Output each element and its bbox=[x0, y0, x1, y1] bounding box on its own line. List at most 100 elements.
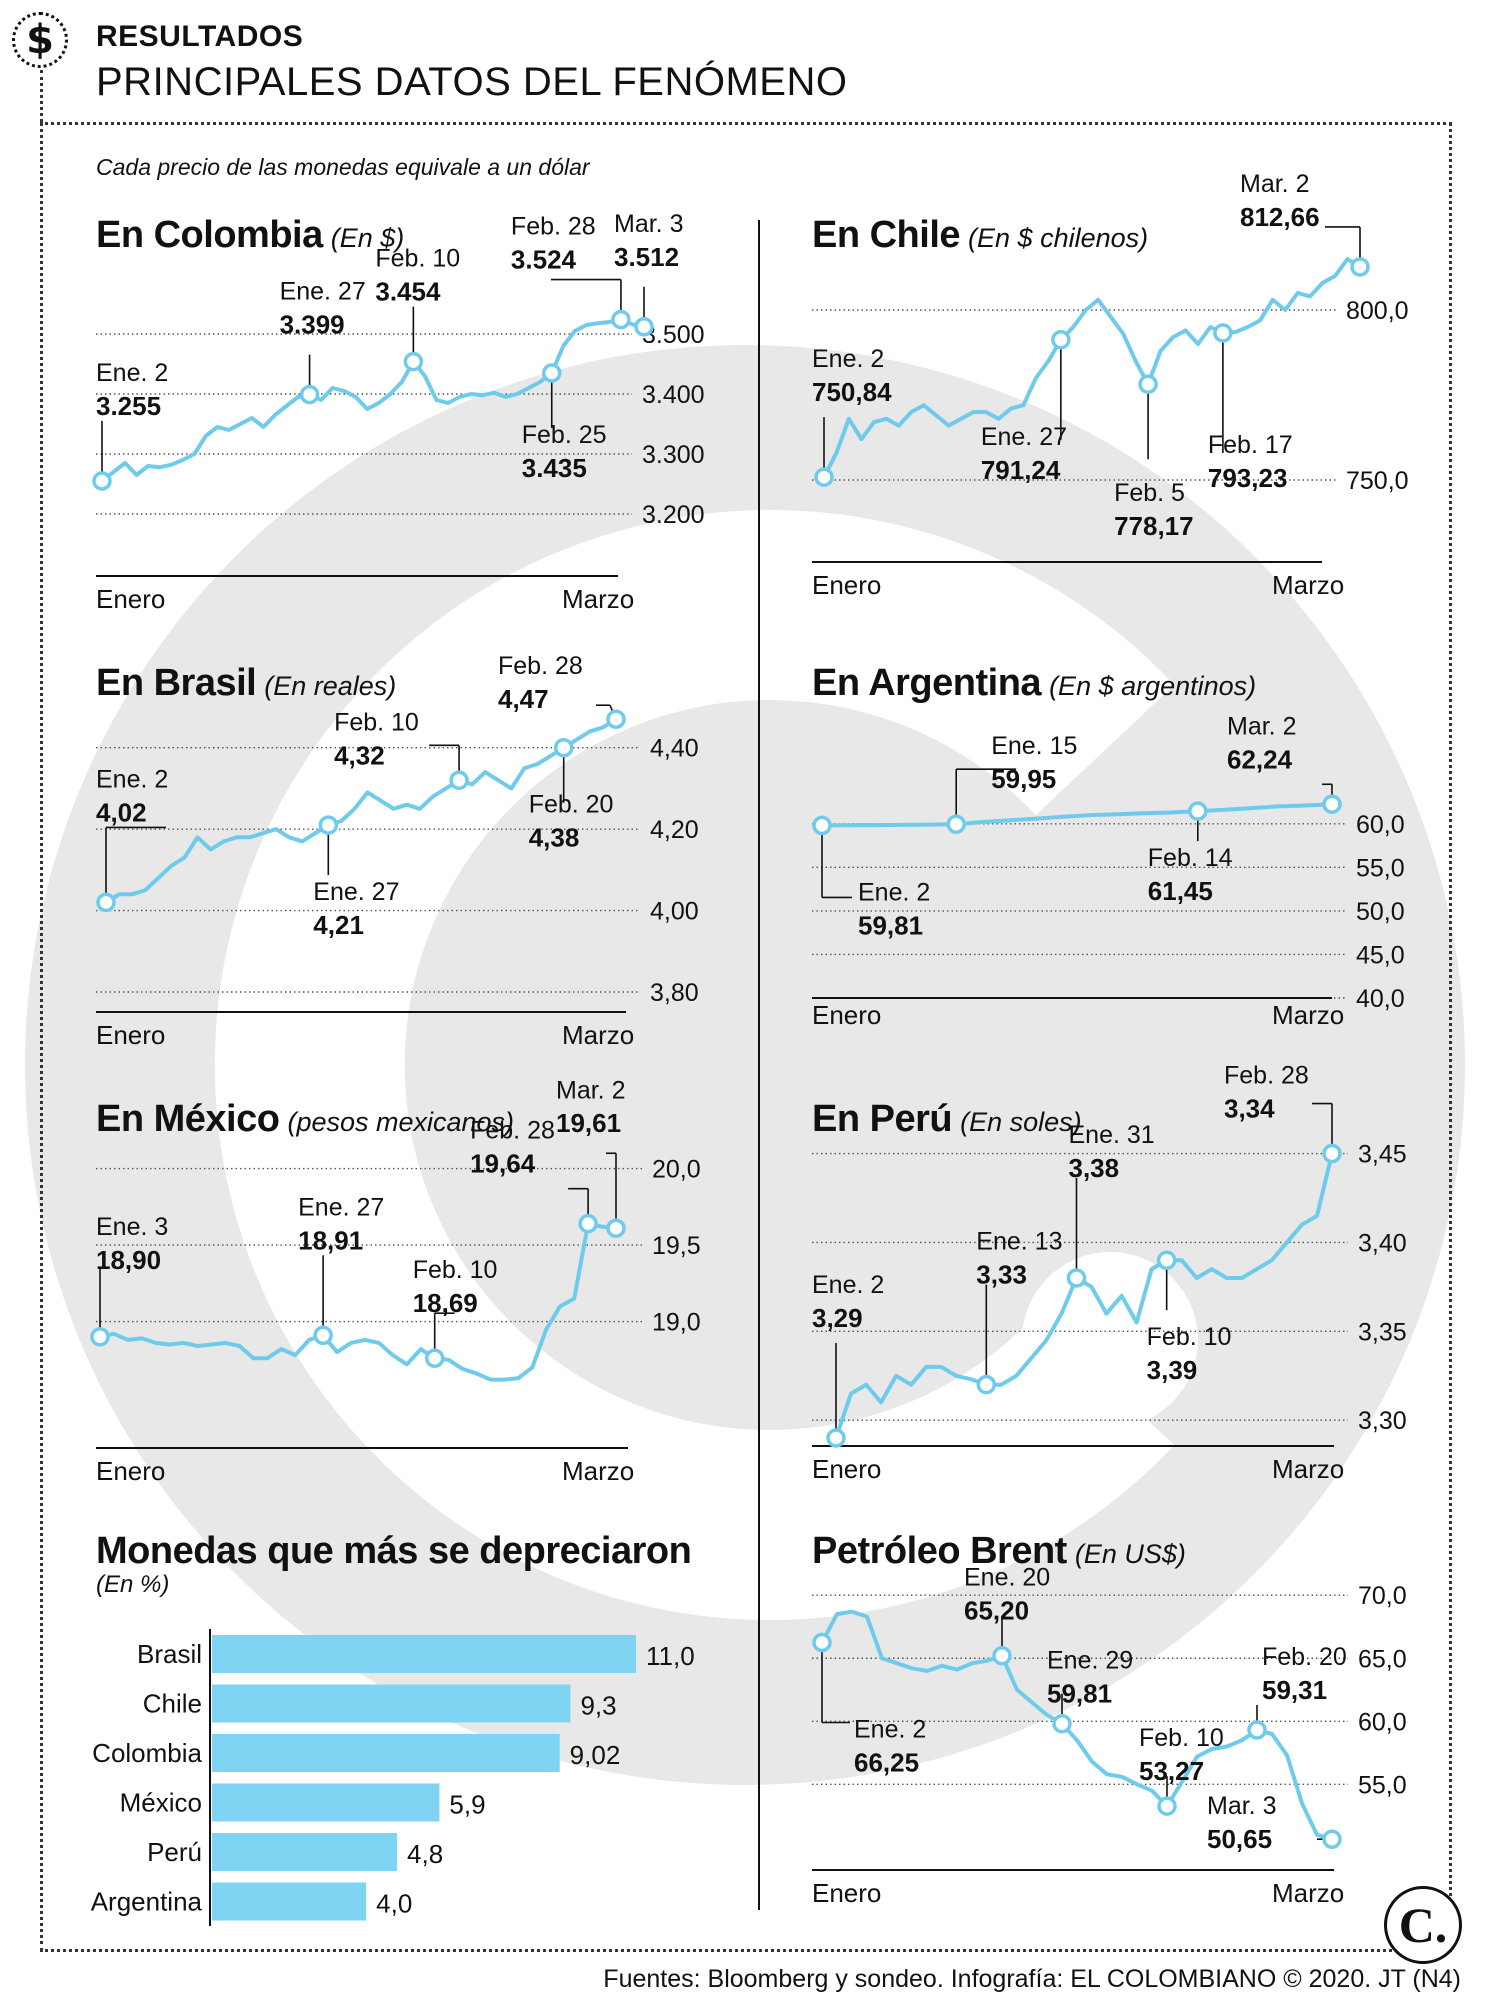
annotation-value: 778,17 bbox=[1114, 511, 1194, 541]
chart-unit: (En %) bbox=[96, 1571, 170, 1598]
annotation-value: 4,21 bbox=[313, 910, 364, 940]
annotation-date: Feb. 10 bbox=[413, 1256, 498, 1284]
data-point-marker bbox=[946, 814, 966, 834]
annotation-value: 66,25 bbox=[854, 1748, 919, 1778]
bar-category-label: Brasil bbox=[137, 1639, 202, 1669]
chart-chile: En Chile (En $ chilenos) 800,0 750,0 Enero Ma… bbox=[812, 170, 1422, 624]
y-tick-label: 750,0 bbox=[1346, 467, 1409, 495]
data-point-marker bbox=[1322, 794, 1342, 815]
annotation-value: 3,38 bbox=[1068, 1153, 1119, 1183]
chart-title: En Colombia bbox=[96, 214, 323, 256]
chart-canvas: 20,0 19,5 19,0 Enero Marzo Ene. 3 18,90 Ene. 27… bbox=[90, 1076, 701, 1486]
annotation-date: Ene. 3 bbox=[96, 1213, 168, 1241]
data-point-marker bbox=[606, 709, 626, 729]
chart-title-block: Petróleo Brent (En US$) bbox=[812, 1530, 1186, 1573]
chart-title-block: En México (pesos mexicanos) bbox=[96, 1098, 514, 1141]
annotation-date: Feb. 28 bbox=[498, 652, 583, 680]
chart-unit: (En $ argentinos) bbox=[1049, 671, 1257, 701]
x-start-label: Enero bbox=[96, 1456, 165, 1486]
annotation-value: 3.255 bbox=[96, 391, 161, 421]
bar-category-label: Perú bbox=[147, 1837, 202, 1867]
x-start-label: Enero bbox=[812, 570, 881, 600]
chart-canvas: 4,40 4,20 4,00 3,80 Enero Marzo Ene. 2 4,02 Ene.… bbox=[96, 652, 699, 1050]
chart-title-block: En Perú (En soles) bbox=[812, 1098, 1082, 1141]
source-credit: Fuentes: Bloomberg y sondeo. Infografía:… bbox=[603, 1965, 1461, 1993]
annotation-value: 59,81 bbox=[1047, 1679, 1112, 1709]
chart-canvas: 800,0 750,0 Enero Marzo Ene. 2 750,84 Ene. 27 7… bbox=[812, 170, 1409, 600]
y-tick-label: 20,0 bbox=[652, 1156, 701, 1184]
series-line bbox=[822, 257, 1362, 479]
data-point-marker bbox=[96, 892, 116, 913]
annotation-date: Ene. 13 bbox=[976, 1228, 1062, 1256]
annotation-date: Ene. 2 bbox=[812, 345, 884, 373]
data-point-marker bbox=[992, 1645, 1012, 1666]
page-title: PRINCIPALES DATOS DEL FENÓMENO bbox=[96, 60, 848, 104]
annotation-value: 3.399 bbox=[280, 310, 345, 340]
header-label: RESULTADOS bbox=[96, 20, 304, 53]
annotation-date: Mar. 2 bbox=[1240, 170, 1309, 198]
annotation-value: 793,23 bbox=[1208, 463, 1288, 493]
annotation-date: Feb. 10 bbox=[334, 708, 419, 736]
y-tick-label: 3.300 bbox=[642, 441, 705, 469]
annotation-value: 18,69 bbox=[413, 1288, 478, 1318]
chart-title: En Argentina bbox=[812, 662, 1042, 704]
annotation-date: Ene. 2 bbox=[854, 1716, 926, 1744]
x-end-label: Marzo bbox=[562, 584, 634, 614]
annotation-date: Ene. 27 bbox=[981, 423, 1067, 451]
data-point-marker bbox=[1188, 801, 1208, 821]
annotation-value: 61,45 bbox=[1148, 876, 1213, 906]
chart-unit: (pesos mexicanos) bbox=[287, 1107, 515, 1137]
annotation-date: Mar. 2 bbox=[1227, 712, 1296, 740]
data-point-marker bbox=[541, 363, 562, 383]
annotation-value: 65,20 bbox=[964, 1596, 1029, 1626]
subtitle-note: Cada precio de las monedas equivale a un… bbox=[96, 154, 590, 180]
annotation-date: Ene. 15 bbox=[991, 732, 1077, 760]
chart-unit: (En soles) bbox=[960, 1107, 1082, 1137]
chart-unit: (En US$) bbox=[1074, 1539, 1186, 1569]
annotation-value: 3.524 bbox=[511, 245, 577, 275]
x-end-label: Marzo bbox=[1272, 1878, 1344, 1908]
chart-title: En Perú bbox=[812, 1098, 953, 1140]
x-start-label: Enero bbox=[96, 1020, 165, 1050]
annotation-date: Ene. 20 bbox=[964, 1564, 1050, 1592]
chart-argentina: En Argentina (En $ argentinos) 60,0 55,0 50,… bbox=[812, 662, 1422, 1072]
y-tick-label: 70,0 bbox=[1358, 1582, 1407, 1610]
annotation-date: Feb. 20 bbox=[529, 791, 614, 819]
dollar-icon: $ bbox=[12, 12, 68, 68]
data-point-marker bbox=[1051, 330, 1071, 350]
y-tick-label: 60,0 bbox=[1358, 1708, 1407, 1736]
annotation-value: 3,39 bbox=[1147, 1355, 1198, 1385]
data-point-marker bbox=[424, 1348, 445, 1368]
annotation-date: Mar. 2 bbox=[556, 1076, 625, 1104]
annotation-date: Feb. 10 bbox=[1147, 1323, 1232, 1351]
data-point-marker bbox=[1156, 1250, 1177, 1270]
annotation-date: Feb. 25 bbox=[522, 421, 607, 449]
data-point-marker bbox=[92, 471, 112, 491]
data-point-marker bbox=[1213, 323, 1233, 343]
chart-title-block: En Chile (En $ chilenos) bbox=[812, 214, 1148, 257]
data-point-marker bbox=[318, 815, 339, 835]
annotation-value: 4,02 bbox=[96, 797, 147, 827]
y-tick-label: 4,00 bbox=[650, 898, 699, 926]
annotation-value: 59,81 bbox=[858, 910, 923, 940]
data-point-marker bbox=[606, 1218, 626, 1238]
bar-value-label: 4,8 bbox=[407, 1839, 443, 1869]
annotation-value: 812,66 bbox=[1240, 202, 1320, 232]
annotation-date: Ene. 29 bbox=[1047, 1647, 1133, 1675]
bar bbox=[212, 1635, 636, 1673]
series-line bbox=[821, 802, 1333, 828]
series-line bbox=[99, 1221, 617, 1382]
y-tick-label: 800,0 bbox=[1346, 297, 1409, 325]
chart-title-block: En Colombia (En $) bbox=[96, 214, 404, 257]
x-end-label: Marzo bbox=[562, 1456, 634, 1486]
y-tick-label: 19,0 bbox=[652, 1309, 701, 1337]
annotation-value: 791,24 bbox=[981, 455, 1061, 485]
data-point-marker bbox=[403, 351, 424, 372]
bar-category-label: Chile bbox=[143, 1689, 202, 1719]
annotation-date: Mar. 3 bbox=[614, 210, 683, 238]
chart-peru: En Perú (En soles) 3,45 3,40 3,35 3,30 Enero Ma… bbox=[812, 1062, 1422, 1508]
data-point-marker bbox=[1052, 1713, 1072, 1734]
dotted-frame bbox=[40, 122, 1452, 1952]
chart-canvas: Brasil 11,0 Chile 9,3 Colombia 9,02 México 5,9 P… bbox=[91, 1629, 695, 1926]
chart-title-block: En Brasil (En reales) bbox=[96, 662, 396, 705]
